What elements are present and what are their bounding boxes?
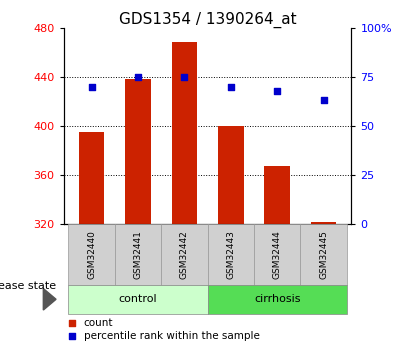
Text: GSM32444: GSM32444: [272, 230, 282, 279]
Title: GDS1354 / 1390264_at: GDS1354 / 1390264_at: [119, 11, 296, 28]
Bar: [68, 224, 115, 285]
Point: [69, 320, 76, 325]
Polygon shape: [43, 288, 56, 310]
Bar: [264, 167, 290, 224]
Bar: [208, 224, 254, 285]
Point: [227, 84, 234, 89]
Bar: [311, 222, 336, 224]
Text: GSM32440: GSM32440: [87, 230, 96, 279]
Text: disease state: disease state: [0, 281, 56, 291]
Point: [181, 74, 188, 79]
Bar: [300, 224, 347, 285]
Text: GSM32445: GSM32445: [319, 230, 328, 279]
Point: [88, 84, 95, 89]
Text: cirrhosis: cirrhosis: [254, 294, 300, 304]
Bar: [125, 79, 151, 224]
Bar: [254, 224, 300, 285]
Point: [69, 334, 76, 339]
Point: [274, 88, 280, 93]
Text: GSM32442: GSM32442: [180, 230, 189, 279]
Bar: [218, 126, 244, 224]
Bar: [115, 224, 161, 285]
Point: [135, 74, 141, 79]
Text: control: control: [119, 294, 157, 304]
Bar: [161, 224, 208, 285]
Text: GSM32443: GSM32443: [226, 230, 235, 279]
Text: percentile rank within the sample: percentile rank within the sample: [84, 331, 260, 341]
Point: [320, 98, 327, 103]
Text: count: count: [84, 318, 113, 328]
Bar: [79, 132, 104, 224]
Bar: [172, 42, 197, 224]
Text: GSM32441: GSM32441: [134, 230, 143, 279]
Bar: [208, 285, 347, 314]
Bar: [68, 285, 208, 314]
